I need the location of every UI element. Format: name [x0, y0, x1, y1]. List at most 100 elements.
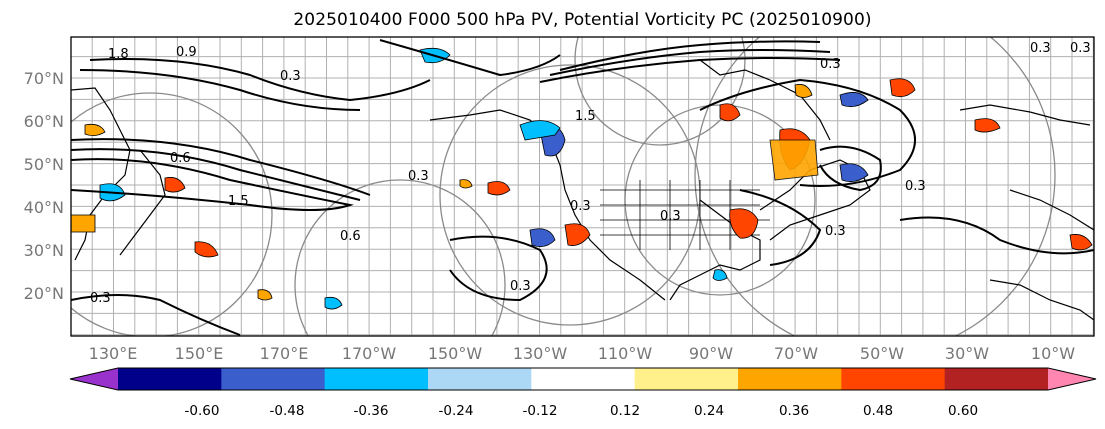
lon-label: 70°W	[774, 344, 818, 363]
positive-anomaly	[729, 208, 759, 239]
positive-anomaly	[889, 78, 916, 98]
colorbar	[69, 367, 1097, 391]
colorbar-tick-label: -0.36	[354, 403, 389, 419]
contour-label: 0.3	[820, 57, 841, 72]
pv-contour	[739, 189, 822, 266]
lat-label: 30°N	[24, 241, 64, 260]
positive-anomaly	[164, 177, 186, 193]
contour-label: 0.3	[905, 179, 926, 194]
contour-label: 1.8	[108, 47, 129, 62]
lon-label: 170°E	[260, 344, 309, 363]
pv-contour	[899, 216, 1094, 255]
pv-contour	[559, 40, 821, 71]
colorbar-segment	[221, 368, 326, 390]
contour-label: 0.9	[176, 45, 197, 60]
positive-anomaly	[794, 84, 813, 98]
positive-anomaly	[194, 241, 219, 258]
lat-label: 20°N	[24, 284, 64, 303]
negative-anomaly	[324, 296, 343, 310]
pv-contour	[71, 294, 241, 336]
pv-contour	[699, 78, 916, 187]
contour-label: 0.3	[510, 279, 531, 294]
pv-contour	[79, 69, 361, 111]
colorbar-segment	[634, 368, 739, 390]
lat-label: 70°N	[24, 69, 64, 88]
lon-label: 130°W	[513, 344, 568, 363]
contour-label: 0.3	[825, 224, 846, 239]
reference-circle	[574, 37, 746, 146]
map-panel: 1.8 0.9 0.3 0.6 1.5 0.3 0.6 0.3 0.3 0.3 …	[70, 36, 1095, 337]
contour-label: 0.3	[280, 69, 301, 84]
colorbar-segment	[531, 368, 636, 390]
pv-contour	[71, 158, 354, 211]
colorbar-tick-label: 0.60	[948, 403, 978, 419]
colorbar-segment	[944, 368, 1049, 390]
pv-contour	[449, 235, 548, 302]
reference-circle	[71, 92, 273, 336]
colorbar-tick-label: -0.24	[439, 403, 474, 419]
colorbar-segment	[324, 368, 429, 390]
pv-contour	[71, 138, 371, 196]
coastline-japan	[119, 149, 166, 256]
reference-circle	[294, 179, 506, 336]
map-frame	[70, 36, 1095, 337]
positive-anomaly	[257, 289, 273, 301]
colorbar-extend-max	[1048, 368, 1096, 390]
contour-label: 0.3	[570, 199, 591, 214]
lon-label: 30°W	[945, 344, 989, 363]
lat-label: 40°N	[24, 198, 64, 217]
pv-contour	[71, 148, 361, 201]
longitude-labels: 130°E 150°E 170°E 170°W 150°W 130°W 110°…	[89, 344, 1076, 363]
positive-anomaly	[769, 139, 819, 181]
map-title: 2025010400 F000 500 hPa PV, Potential Vo…	[293, 10, 872, 30]
coastline-africa	[989, 279, 1094, 321]
lon-label: 170°W	[342, 344, 397, 363]
positive-anomaly	[564, 223, 591, 246]
negative-anomaly	[712, 269, 728, 281]
negative-anomaly	[519, 120, 561, 141]
coastline-iberia	[1009, 189, 1094, 231]
contour-label: 0.6	[340, 229, 361, 244]
contour-label: 1.5	[228, 194, 249, 209]
contour-label: 0.3	[1070, 41, 1091, 56]
lon-label: 90°W	[689, 344, 733, 363]
colorbar-tick-label: 0.36	[779, 403, 809, 419]
lon-label: 10°W	[1031, 344, 1075, 363]
lat-label: 60°N	[24, 112, 64, 131]
pv-contour	[539, 57, 841, 83]
colorbar-outline	[69, 367, 1097, 391]
colorbar-tick-label: 0.48	[863, 403, 893, 419]
lon-label: 150°E	[175, 344, 224, 363]
contour-label: 0.3	[660, 209, 681, 224]
colorbar-tick-labels: -0.60 -0.48 -0.36 -0.24 -0.12 0.12 0.24 …	[185, 403, 979, 419]
contour-labels: 1.8 0.9 0.3 0.6 1.5 0.3 0.6 0.3 0.3 0.3 …	[90, 41, 1091, 306]
pv-contour	[89, 58, 431, 102]
lat-label: 50°N	[24, 155, 64, 174]
contour-label: 0.3	[1030, 41, 1051, 56]
positive-anomaly	[487, 181, 511, 196]
pv-contours	[71, 39, 1094, 336]
colorbar-segment	[738, 368, 842, 390]
political-borders	[600, 180, 770, 250]
state-lines	[600, 180, 770, 250]
coastline-europe	[959, 104, 1091, 126]
coastline-hudson	[699, 59, 831, 141]
positive-anomaly	[71, 214, 96, 233]
lon-label: 130°E	[89, 344, 138, 363]
positive-anomaly	[719, 103, 741, 122]
pv-anomaly-patches	[71, 47, 1093, 310]
colorbar-segment	[118, 368, 222, 390]
colorbar-tick-label: 0.12	[610, 403, 640, 419]
negative-anomaly	[839, 92, 869, 108]
positive-anomaly	[84, 123, 106, 136]
positive-anomaly	[974, 118, 1001, 133]
colorbar-tick-label: -0.48	[270, 403, 305, 419]
colorbar-tick-label: -0.60	[185, 403, 220, 419]
colorbar-extend-min	[70, 368, 118, 390]
contour-label: 0.3	[408, 169, 429, 184]
contour-label: 0.6	[170, 151, 191, 166]
colorbar-tick-label: -0.12	[523, 403, 558, 419]
pv-contour	[819, 145, 882, 192]
lon-label: 110°W	[598, 344, 653, 363]
